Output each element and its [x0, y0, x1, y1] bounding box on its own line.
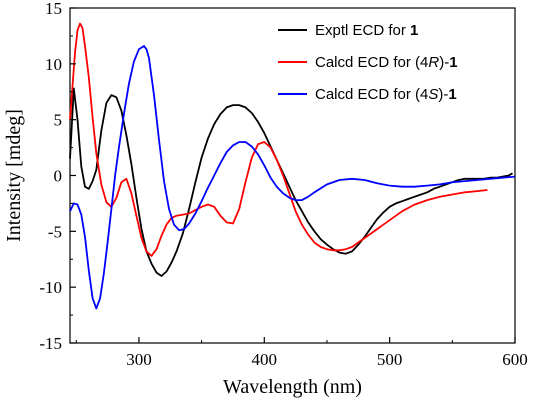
- x-axis-title: Wavelength (nm): [223, 376, 362, 398]
- ticks-layer: 300 400 500 600 -15 -10 -5 0 5 10 15: [39, 0, 527, 369]
- x-tick-label: 400: [252, 350, 278, 369]
- legend-label-1: Exptl ECD for 1: [315, 22, 418, 39]
- y-tick-label: -5: [48, 222, 62, 241]
- series-line-3: [69, 45, 516, 310]
- legend-label-3: Calcd ECD for (4S)-1: [315, 86, 457, 103]
- series-layer: [69, 22, 516, 310]
- y-tick-label: -10: [39, 278, 62, 297]
- y-tick-label: 10: [45, 55, 62, 74]
- y-tick-label: 5: [54, 111, 63, 130]
- x-tick-label: 500: [377, 350, 403, 369]
- y-tick-label: 15: [45, 0, 62, 18]
- y-axis-title: Intensity [mdeg]: [3, 109, 25, 242]
- y-tick-label: -15: [39, 334, 62, 353]
- y-tick-label: 0: [54, 167, 63, 186]
- x-tick-label: 300: [126, 350, 152, 369]
- series-line-2: [69, 22, 488, 257]
- legend: Exptl ECD for 1 Calcd ECD for (4R)-1 Calcd…: [278, 22, 458, 103]
- series-line-1: [69, 87, 513, 277]
- x-tick-label: 600: [502, 350, 528, 369]
- legend-label-2: Calcd ECD for (4R)-1: [315, 54, 458, 71]
